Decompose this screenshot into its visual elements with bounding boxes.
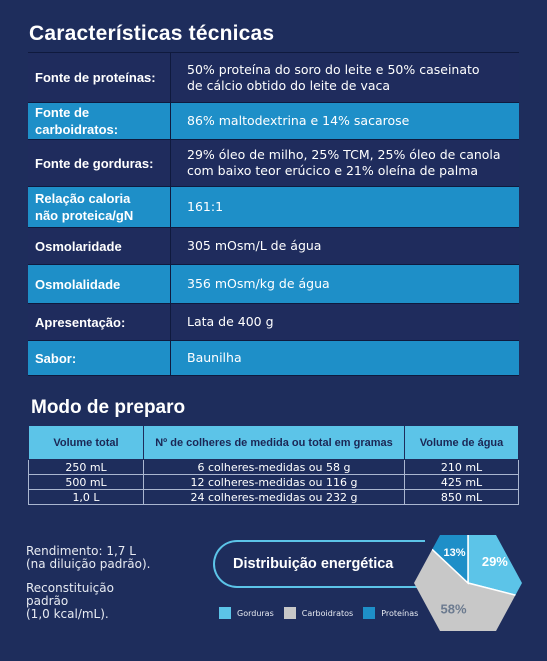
spec-label: Fonte de proteínas: bbox=[28, 53, 171, 102]
column-header: Volume de água bbox=[404, 425, 519, 460]
legend-label: Carboidratos bbox=[301, 608, 354, 618]
spec-value: Lata de 400 g bbox=[187, 314, 274, 329]
legend-swatch bbox=[283, 607, 296, 619]
table-row: 1,0 L 24 colheres-medidas ou 232 g 850 m… bbox=[28, 489, 519, 505]
spec-value: 86% maltodextrina e 14% sacarose bbox=[187, 113, 410, 128]
spec-row-osmolarity: Osmolaridade 305 mOsm/L de água bbox=[28, 228, 519, 265]
table-cell: 12 colheres-medidas ou 116 g bbox=[143, 474, 405, 490]
slice-label: 29% bbox=[482, 554, 508, 569]
energy-legend: Gorduras Carboidratos Proteínas bbox=[219, 607, 418, 619]
spec-value: 161:1 bbox=[187, 199, 224, 214]
spec-value: 50% proteína do soro do leite e 50% case… bbox=[187, 61, 480, 93]
spec-label: Fonte de gorduras: bbox=[28, 140, 171, 186]
table-cell: 250 mL bbox=[28, 459, 144, 475]
table-row: 250 mL 6 colheres-medidas ou 58 g 210 mL bbox=[28, 459, 519, 475]
slice-label: 58% bbox=[441, 601, 467, 616]
legend-swatch bbox=[363, 607, 376, 619]
spec-label: Relação caloria não proteica/gN bbox=[28, 187, 171, 227]
table-cell: 6 colheres-medidas ou 58 g bbox=[143, 459, 405, 475]
spec-row-osmolality: Osmolalidade 356 mOsm/kg de água bbox=[28, 265, 519, 304]
spec-label: Fonte de carboidratos: bbox=[28, 103, 171, 139]
spec-value: 29% óleo de milho, 25% TCM, 25% óleo de … bbox=[187, 147, 501, 178]
spec-row-proteins: Fonte de proteínas: 50% proteína do soro… bbox=[28, 53, 519, 103]
spec-row-presentation: Apresentação: Lata de 400 g bbox=[28, 304, 519, 341]
legend-item-carbs: Carboidratos bbox=[283, 607, 354, 619]
specs-title: Características técnicas bbox=[29, 22, 275, 45]
preparation-header-row: Volume total Nº de colheres de medida ou… bbox=[28, 425, 519, 460]
spec-value: 356 mOsm/kg de água bbox=[187, 276, 330, 291]
energy-title-frame bbox=[213, 540, 425, 588]
legend-label: Gorduras bbox=[237, 608, 274, 618]
spec-label: Osmolaridade bbox=[28, 228, 171, 264]
legend-swatch bbox=[219, 607, 231, 619]
legend-item-proteins: Proteínas bbox=[363, 607, 418, 619]
table-cell: 425 mL bbox=[404, 474, 519, 490]
spec-label: Sabor: bbox=[28, 341, 171, 375]
specs-table: Fonte de proteínas: 50% proteína do soro… bbox=[28, 52, 519, 376]
energy-distribution-chart: 29% 58% 13% bbox=[414, 535, 522, 631]
spec-row-carbs: Fonte de carboidratos: 86% maltodextrina… bbox=[28, 103, 519, 140]
spec-value: Baunilha bbox=[187, 350, 242, 365]
yield-note: Rendimento: 1,7 L (na diluição padrão). bbox=[26, 544, 151, 571]
spec-row-flavor: Sabor: Baunilha bbox=[28, 341, 519, 376]
spec-label: Apresentação: bbox=[28, 304, 171, 340]
legend-item-fats: Gorduras bbox=[219, 607, 274, 619]
slice-label: 13% bbox=[443, 547, 465, 559]
legend-label: Proteínas bbox=[381, 608, 419, 618]
table-cell: 1,0 L bbox=[28, 489, 144, 505]
spec-label: Osmolalidade bbox=[28, 265, 171, 303]
energy-title: Distribuição energética bbox=[233, 556, 394, 572]
spec-row-fats: Fonte de gorduras: 29% óleo de milho, 25… bbox=[28, 140, 519, 187]
table-row: 500 mL 12 colheres-medidas ou 116 g 425 … bbox=[28, 474, 519, 490]
column-header: Volume total bbox=[28, 425, 144, 460]
preparation-title: Modo de preparo bbox=[31, 397, 186, 418]
table-cell: 24 colheres-medidas ou 232 g bbox=[143, 489, 405, 505]
table-cell: 210 mL bbox=[404, 459, 519, 475]
column-header: Nº de colheres de medida ou total em gra… bbox=[143, 425, 405, 460]
reconstitution-note: Reconstituição padrão (1,0 kcal/mL). bbox=[26, 581, 114, 621]
table-cell: 500 mL bbox=[28, 474, 144, 490]
table-cell: 850 mL bbox=[404, 489, 519, 505]
spec-value: 305 mOsm/L de água bbox=[187, 238, 322, 253]
spec-row-calorie-ratio: Relação caloria não proteica/gN 161:1 bbox=[28, 187, 519, 228]
preparation-table: Volume total Nº de colheres de medida ou… bbox=[28, 425, 519, 505]
